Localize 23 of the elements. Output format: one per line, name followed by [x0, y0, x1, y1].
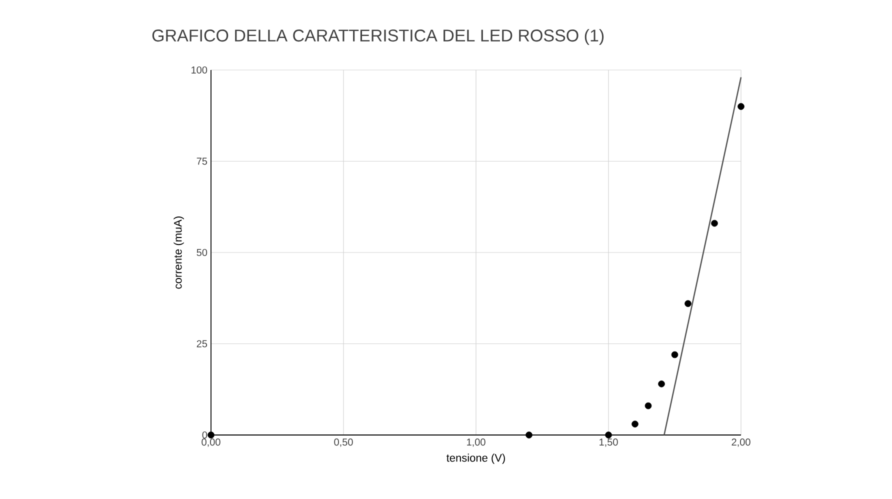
y-tick-label: 0 [202, 431, 208, 439]
point [711, 220, 718, 227]
point [526, 432, 532, 438]
point [605, 432, 612, 438]
point [738, 103, 744, 110]
y-tick-label: 100 [192, 66, 208, 74]
y-tick-label: 75 [196, 158, 208, 165]
y-axis-title: corrente (muA) [174, 216, 184, 289]
point [208, 432, 214, 438]
point [632, 420, 638, 428]
chart-title: GRAFICO DELLA CARATTERISTICA DEL LED ROSSO (1) [152, 29, 604, 45]
x-tick-label: 1,00 [467, 438, 486, 447]
point [644, 402, 652, 410]
point [684, 300, 692, 307]
x-tick-label: 0,00 [202, 438, 220, 447]
x-axis-title: tensione (V) [446, 454, 505, 464]
point [671, 351, 678, 358]
x-tick-label: 0,50 [334, 438, 353, 447]
y-tick-label: 50 [196, 248, 208, 256]
y-tick-label: 25 [196, 340, 208, 348]
x-tick-label: 2,00 [732, 438, 750, 447]
point [658, 380, 665, 388]
x-tick-label: 1,50 [600, 438, 618, 447]
